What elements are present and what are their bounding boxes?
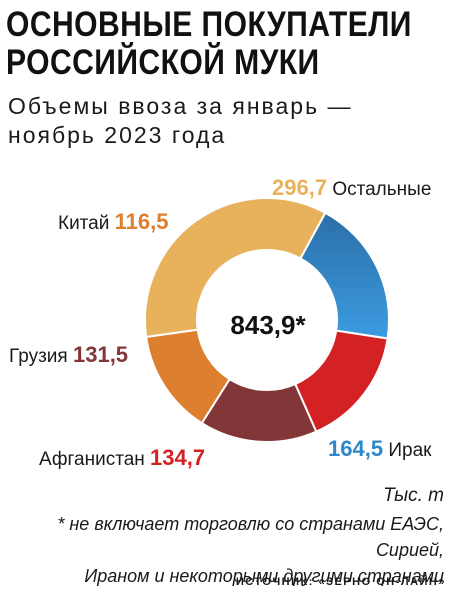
footnote-line-1: * не включает торговлю со странами ЕАЭС,… [57, 514, 444, 560]
slice-value-afghanistan: 134,7 [150, 445, 206, 470]
slice-value-china: 116,5 [114, 209, 169, 234]
slice-label-georgia: Грузия 131,5 [9, 342, 128, 368]
slice-name-other: Остальные [332, 179, 432, 200]
subtitle-line-2: ноябрь 2023 года [8, 122, 227, 148]
chart-title: ОСНОВНЫЕ ПОКУПАТЕЛИ РОССИЙСКОЙ МУКИ [6, 5, 412, 82]
slice-name-georgia: Грузия [9, 346, 68, 367]
title-line-1: ОСНОВНЫЕ ПОКУПАТЕЛИ [6, 5, 412, 44]
source-credit: ИСТОЧНИК: «ЗЕРНО ОН-ЛАЙН» [235, 576, 446, 588]
slice-label-iraq: 164,5 Ирак [328, 436, 431, 462]
footnote: * не включает торговлю со странами ЕАЭС,… [0, 511, 444, 589]
slice-value-georgia: 131,5 [72, 342, 129, 367]
slice-name-iraq: Ирак [388, 440, 432, 461]
footnote-line-2: Ираном и некоторыми другими странами [84, 566, 444, 586]
title-line-2: РОССИЙСКОЙ МУКИ [6, 43, 320, 82]
units-label: Тыс. т [383, 485, 444, 506]
donut-slices [144, 197, 390, 443]
slice-name-afghanistan: Афганистан [39, 449, 145, 470]
slice-label-other: 296,7 Остальные [272, 175, 431, 201]
center-total: 843,9* [230, 310, 306, 340]
slice-china [145, 328, 231, 425]
slice-label-china: Китай 116,5 [58, 209, 168, 235]
subtitle-line-1: Объемы ввоза за январь — [8, 93, 353, 119]
slice-label-afghanistan: Афганистан 134,7 [39, 445, 205, 471]
slice-name-china: Китай [58, 213, 110, 234]
slice-other [144, 197, 327, 339]
chart-subtitle: Объемы ввоза за январь — ноябрь 2023 год… [8, 92, 352, 150]
slice-value-other: 296,7 [272, 175, 328, 200]
slice-value-iraq: 164,5 [328, 436, 384, 461]
